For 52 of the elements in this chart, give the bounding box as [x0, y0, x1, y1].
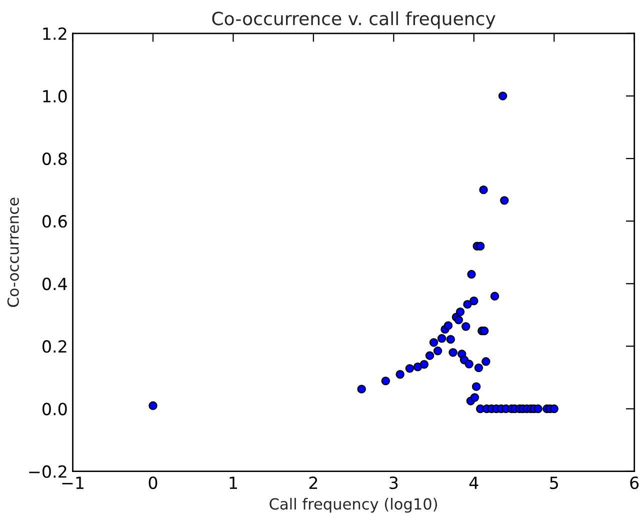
point — [534, 404, 542, 414]
y-tick-label: 0.8 — [42, 152, 67, 166]
point — [420, 360, 429, 369]
y-tick-label: 0.6 — [42, 215, 67, 228]
y-tick-label: 1.2 — [43, 27, 66, 40]
y-tick-label: 1.0 — [43, 90, 67, 103]
point — [472, 382, 481, 391]
point — [444, 321, 453, 330]
x-tick-label: 6 — [630, 476, 639, 490]
point — [479, 185, 488, 194]
point — [462, 322, 470, 331]
point — [433, 346, 442, 356]
point — [437, 334, 446, 343]
point — [425, 351, 434, 360]
x-tick-label: 2 — [309, 476, 318, 489]
point — [448, 348, 458, 357]
x-tick-label: 1 — [230, 476, 237, 489]
point — [470, 393, 480, 402]
point — [490, 292, 500, 301]
x-tick-label: 4 — [469, 476, 478, 489]
point — [396, 370, 404, 379]
y-tick-label: 0.0 — [42, 402, 67, 416]
x-tick-label: −1 — [62, 476, 84, 489]
point — [476, 242, 485, 250]
point — [467, 270, 476, 279]
point — [550, 404, 558, 414]
point — [454, 316, 464, 324]
point — [464, 360, 474, 368]
point — [470, 296, 478, 306]
point — [463, 300, 472, 309]
point — [381, 376, 390, 386]
y-tick-label: 0.2 — [42, 340, 66, 353]
x-tick-label: 0 — [148, 476, 158, 490]
point — [456, 307, 465, 316]
point — [474, 363, 484, 372]
point — [480, 326, 489, 336]
point — [482, 357, 490, 366]
x-tick-label: 3 — [390, 476, 398, 490]
point — [446, 334, 455, 344]
point — [500, 196, 509, 205]
point — [413, 362, 422, 372]
y-axis-title: Co-occurrence — [7, 198, 19, 307]
point — [148, 401, 158, 410]
x-axis-title: Call frequency (log10) — [270, 498, 437, 513]
chart-title: Co-occurrence v. call frequency — [212, 11, 496, 29]
point — [405, 364, 414, 373]
point — [429, 338, 438, 347]
x-tick-label: 5 — [550, 476, 558, 490]
point — [357, 384, 366, 394]
y-tick-label: 0.4 — [42, 278, 67, 290]
point — [498, 92, 508, 100]
y-tick-label: −0.2 — [29, 465, 66, 478]
